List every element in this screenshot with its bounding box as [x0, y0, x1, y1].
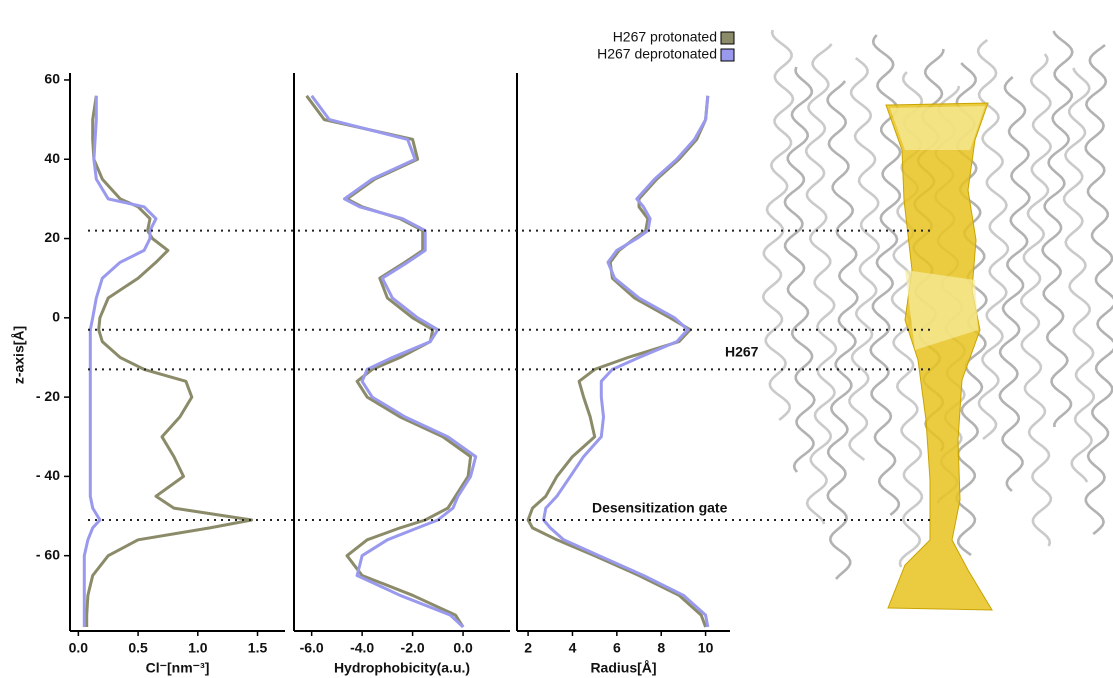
y-tick-label: 40 — [44, 150, 60, 166]
x-tick-label: -4.0 — [350, 640, 374, 656]
legend-label: H267 protonated — [613, 29, 717, 45]
x-tick-label: 0.5 — [128, 640, 148, 656]
x-tick-label: -2.0 — [401, 640, 425, 656]
y-tick-label: 20 — [44, 229, 60, 245]
profile-line — [542, 95, 710, 628]
annotation: Desensitization gate — [592, 500, 728, 516]
x-tick-label: 10 — [698, 640, 714, 656]
profile-line — [305, 94, 473, 628]
protein-ribbon — [783, 66, 816, 473]
y-axis-label: z-axis[Å] — [11, 326, 27, 384]
y-tick-label: 60 — [44, 71, 60, 87]
x-axis-label: Radius[Å] — [590, 660, 656, 676]
legend-swatch — [720, 48, 735, 62]
protein-ribbon — [848, 56, 881, 462]
x-axis-label: Hydrophobicity(a.u.) — [334, 660, 470, 676]
y-tick-label: - 40 — [36, 467, 60, 483]
legend-swatch — [720, 31, 735, 45]
protein-ribbon — [1062, 67, 1096, 483]
protein-ribbon — [1041, 30, 1074, 427]
pore-highlight — [890, 106, 985, 350]
x-tick-label: 8 — [657, 640, 665, 656]
pore-surface — [885, 102, 993, 611]
x-tick-label: 4 — [569, 640, 577, 656]
protein-ribbon — [761, 29, 795, 421]
annotation: H267 — [725, 344, 759, 360]
protein-ribbon — [998, 76, 1031, 492]
y-tick-label: - 20 — [36, 388, 60, 404]
protein-ribbon — [826, 80, 859, 580]
x-axis-label: Cl⁻[nm⁻³] — [146, 660, 210, 676]
x-tick-label: 6 — [613, 640, 621, 656]
x-tick-label: 2 — [524, 640, 532, 656]
y-tick-label: 0 — [52, 309, 60, 325]
profile-line — [310, 94, 478, 629]
legend-label: H267 deprotonated — [597, 46, 717, 62]
x-tick-label: 0.0 — [453, 640, 473, 656]
x-tick-label: 1.0 — [188, 640, 208, 656]
protein-ribbon — [976, 38, 1010, 441]
protein-ribbon — [1084, 43, 1113, 536]
x-tick-label: 1.5 — [248, 640, 268, 656]
protein-ribbon — [1019, 53, 1053, 547]
profile-line — [526, 95, 710, 628]
protein-ribbon — [804, 43, 838, 525]
profile-line — [82, 95, 158, 627]
x-tick-label: -6.0 — [300, 640, 324, 656]
x-tick-label: 0.0 — [69, 640, 89, 656]
profile-line — [85, 95, 254, 627]
y-tick-label: - 60 — [36, 546, 60, 562]
